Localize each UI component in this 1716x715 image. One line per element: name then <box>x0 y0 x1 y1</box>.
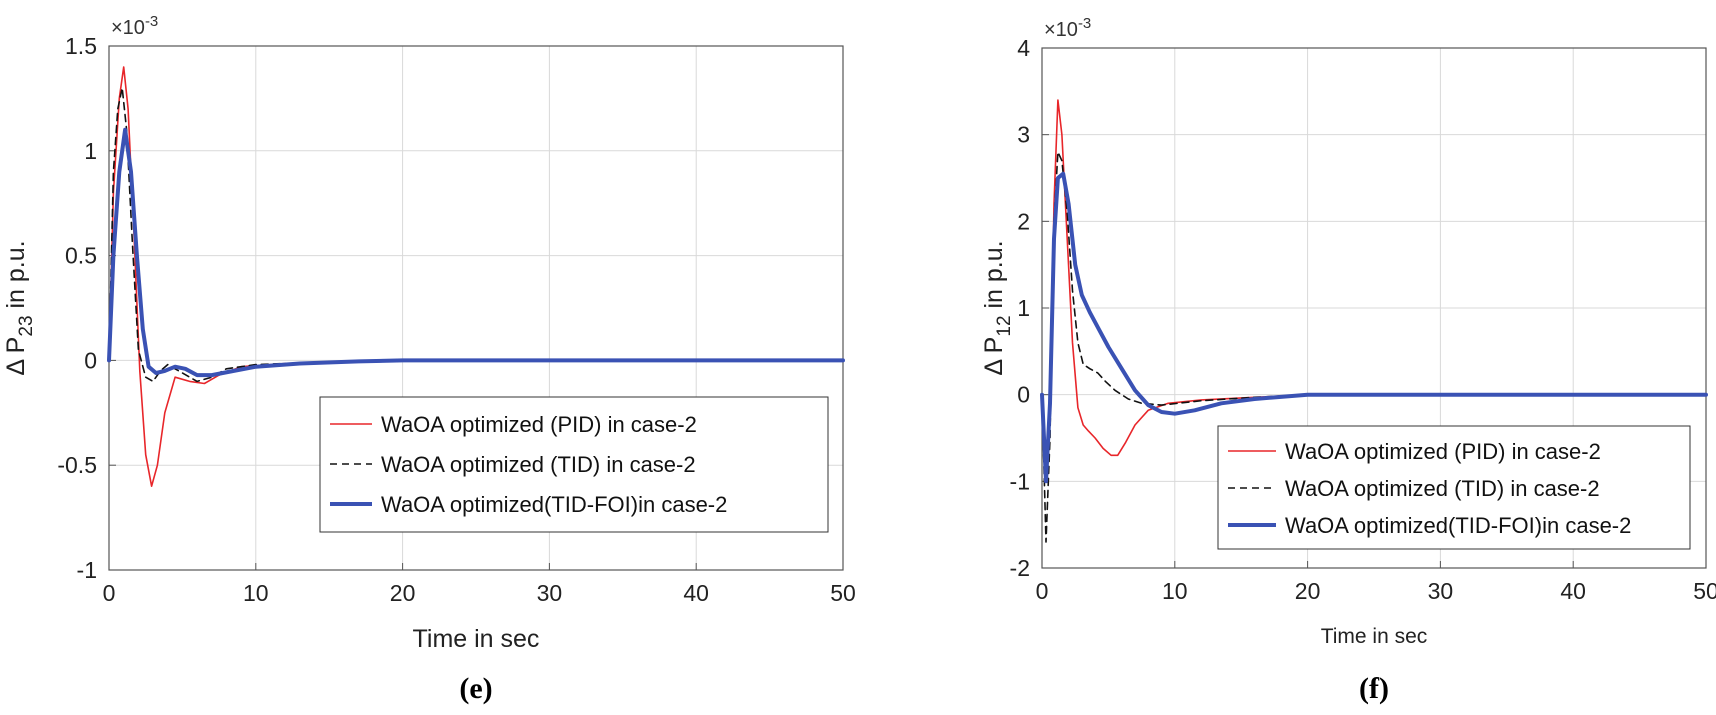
y-tick-label: 1 <box>1017 295 1030 321</box>
legend-box <box>319 396 829 533</box>
legend: WaOA optimized (PID) in case-2 WaOA optim… <box>1217 425 1691 550</box>
legend-entry-tid: WaOA optimized (TID) in case-2 <box>1285 476 1600 501</box>
x-tick-label: 0 <box>103 580 116 606</box>
panel-label: (e) <box>459 672 492 705</box>
panel-label: (f) <box>1359 672 1389 705</box>
x-tick-label: 50 <box>1693 578 1716 604</box>
x-axis-label: Time in sec <box>1321 625 1428 648</box>
chart-panel-e: 0 10 20 30 40 50 -1 -0.5 0 0.5 1 1.5 ×10-3 Time in se… <box>2 13 856 705</box>
x-tick-label: 20 <box>1295 578 1321 604</box>
x-tick-label: 10 <box>243 580 269 606</box>
y-tick-label: -2 <box>1010 555 1030 581</box>
legend-entry-tid-foi: WaOA optimized(TID-FOI)in case-2 <box>1285 513 1631 538</box>
y-tick-label: 3 <box>1017 122 1030 148</box>
series-line-tid-foi <box>107 127 845 378</box>
y-tick-label: -0.5 <box>57 452 97 478</box>
series-group <box>107 66 845 488</box>
y-axis-label: Δ P23 in p.u. <box>2 240 37 375</box>
legend-entry-pid: WaOA optimized (PID) in case-2 <box>1285 439 1601 464</box>
x-tick-label: 30 <box>1428 578 1454 604</box>
y-axis-label: Δ P12 in p.u. <box>980 240 1015 375</box>
chart-panel-f: 0 10 20 30 40 50 -2 -1 0 1 2 3 4 ×10-3 Time in sec Δ P1… <box>980 15 1716 705</box>
x-tick-label: 40 <box>683 580 709 606</box>
y-exponent-label: ×10-3 <box>1044 15 1091 41</box>
y-tick-label: 0.5 <box>65 243 97 269</box>
x-tick-label: 50 <box>830 580 856 606</box>
y-tick-label: 1 <box>84 138 97 164</box>
x-tick-label: 30 <box>537 580 563 606</box>
y-tick-label: 0 <box>84 347 97 373</box>
series-group <box>1040 99 1708 543</box>
legend-entry-tid: WaOA optimized (TID) in case-2 <box>381 452 696 477</box>
y-tick-label: 2 <box>1017 208 1030 234</box>
x-tick-label: 10 <box>1162 578 1188 604</box>
x-tick-label: 0 <box>1036 578 1049 604</box>
legend-entry-tid-foi: WaOA optimized(TID-FOI)in case-2 <box>381 492 727 517</box>
series-line-tid <box>108 87 844 383</box>
y-tick-label: 4 <box>1017 35 1030 61</box>
x-tick-label: 20 <box>390 580 416 606</box>
y-tick-label: 0 <box>1017 382 1030 408</box>
y-tick-label: -1 <box>77 557 97 583</box>
x-axis-label: Time in sec <box>413 625 540 653</box>
legend-box <box>1217 425 1691 550</box>
legend: WaOA optimized (PID) in case-2 WaOA optim… <box>319 396 829 533</box>
plot-area-frame <box>108 45 844 571</box>
x-tick-label: 40 <box>1560 578 1586 604</box>
y-tick-label: -1 <box>1010 468 1030 494</box>
series-line-tid-foi <box>1040 171 1708 484</box>
y-exponent-label: ×10-3 <box>111 13 158 39</box>
y-tick-label: 1.5 <box>65 33 97 59</box>
series-line-pid <box>1041 99 1707 474</box>
legend-entry-pid: WaOA optimized (PID) in case-2 <box>381 412 697 437</box>
